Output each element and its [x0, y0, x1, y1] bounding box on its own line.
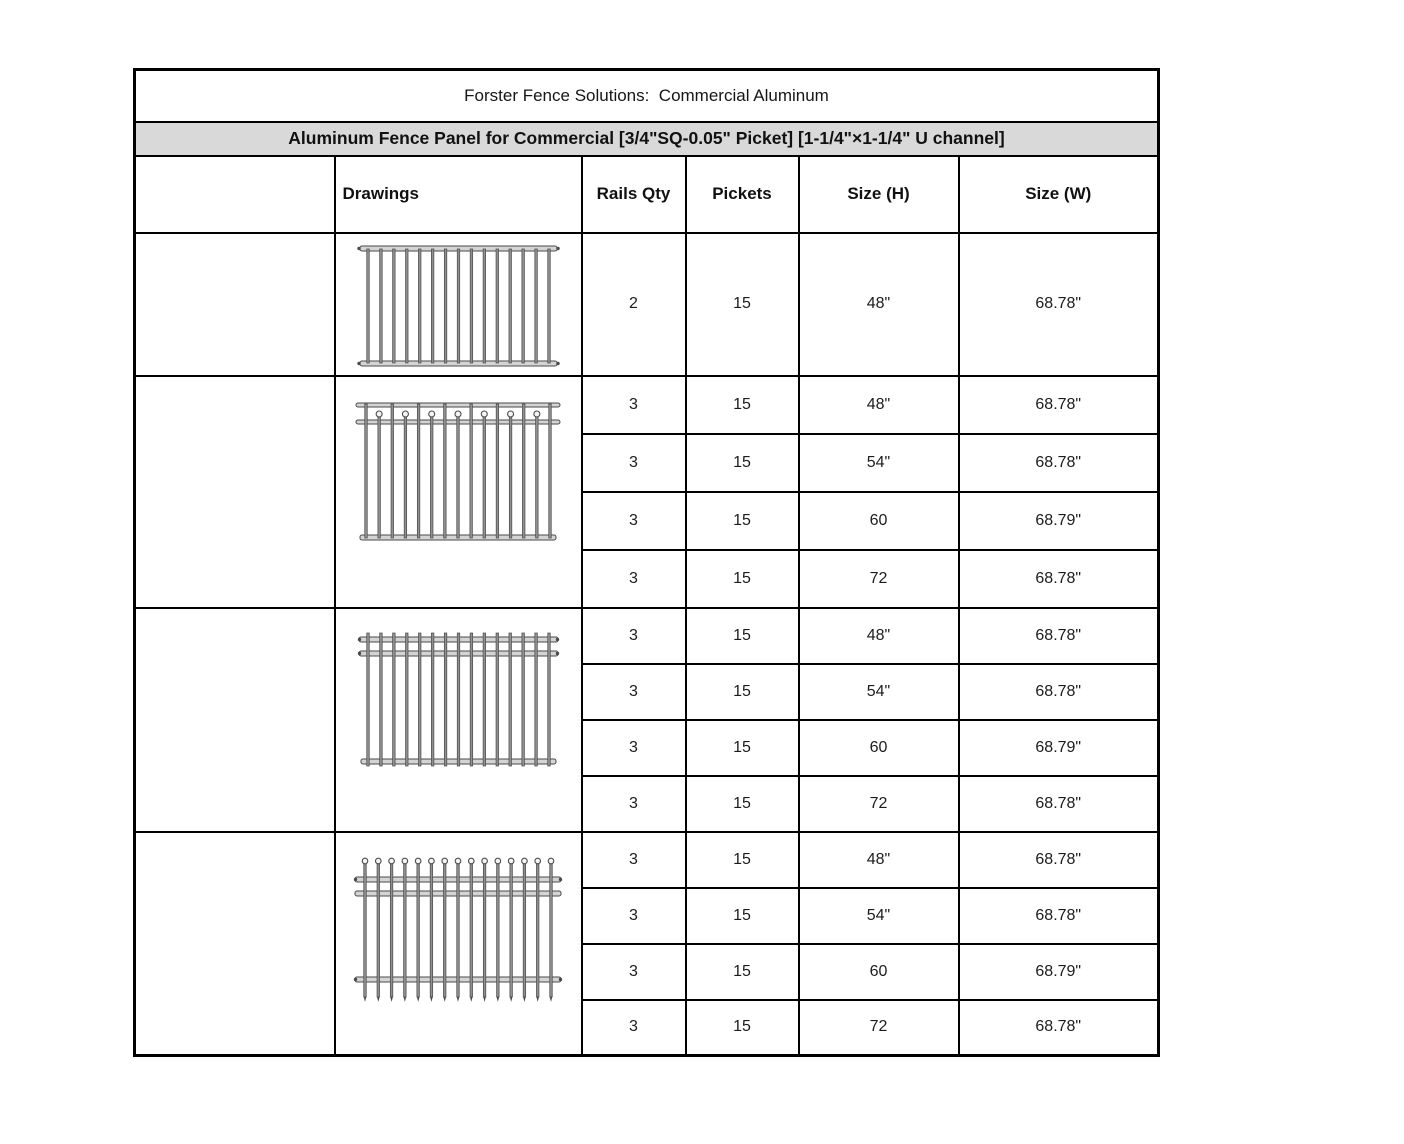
- table-row: 3 15 60 68.79": [135, 942, 1160, 1001]
- size-h-value: 48": [797, 231, 960, 377]
- header-size-h: Size (H): [797, 154, 960, 234]
- rails-qty-value: 3: [580, 374, 687, 435]
- rails-qty-value: 3: [580, 432, 687, 493]
- size-w-value: 68.78": [957, 606, 1160, 665]
- pickets-value: 15: [684, 606, 800, 665]
- rails-qty-value: 3: [580, 718, 687, 777]
- size-h-value: 60: [797, 490, 960, 551]
- size-h-value: 60: [797, 718, 960, 777]
- rails-qty-value: 3: [580, 774, 687, 833]
- size-h-value: 60: [797, 942, 960, 1001]
- size-w-value: 68.79": [957, 942, 1160, 1001]
- rails-qty-value: 3: [580, 942, 687, 1001]
- pickets-value: 15: [684, 886, 800, 945]
- size-w-value: 68.78": [957, 830, 1160, 889]
- size-h-value: 72: [797, 998, 960, 1057]
- table-row: 3 15 54" 68.78": [135, 432, 1160, 493]
- table-row: 3 15 54" 68.78": [135, 886, 1160, 945]
- pickets-value: 15: [684, 432, 800, 493]
- size-w-value: 68.78": [957, 374, 1160, 435]
- size-w-value: 68.78": [957, 662, 1160, 721]
- pickets-value: 15: [684, 998, 800, 1057]
- column-header-row: Drawings Rails Qty Pickets Size (H) Size…: [133, 154, 1160, 234]
- table-row: 3 15 72 68.78": [135, 548, 1160, 609]
- size-h-value: 72: [797, 548, 960, 609]
- size-h-value: 54": [797, 662, 960, 721]
- fence-drawing: [356, 242, 561, 370]
- header-drawings: Drawings: [333, 154, 583, 234]
- drawing-cell: [333, 606, 583, 833]
- size-h-value: 54": [797, 432, 960, 493]
- rails-qty-value: 3: [580, 490, 687, 551]
- rails-qty-value: 3: [580, 830, 687, 889]
- fence-drawing: [356, 629, 561, 771]
- table-row: 3 15 48" 68.78": [133, 374, 1160, 609]
- fence-spec-table: Forster Fence Solutions: Commercial Alum…: [133, 68, 1160, 1057]
- subtitle-row: Aluminum Fence Panel for Commercial [3/4…: [133, 120, 1160, 157]
- rails-qty-value: 3: [580, 606, 687, 665]
- size-h-value: 54": [797, 886, 960, 945]
- rails-qty-value: 3: [580, 548, 687, 609]
- fence-drawing: [353, 853, 563, 1005]
- header-blank: [133, 154, 336, 234]
- rails-qty-value: 2: [580, 231, 687, 377]
- size-w-value: 68.79": [957, 490, 1160, 551]
- blank-cell: [133, 374, 336, 609]
- size-w-value: 68.78": [957, 998, 1160, 1057]
- size-w-value: 68.78": [957, 886, 1160, 945]
- rails-qty-value: 3: [580, 886, 687, 945]
- blank-cell: [133, 231, 336, 377]
- pickets-value: 15: [684, 662, 800, 721]
- size-w-value: 68.78": [957, 548, 1160, 609]
- blank-cell: [133, 606, 336, 833]
- table-row: 3 15 72 68.78": [135, 998, 1160, 1057]
- table-row: 3 15 48" 68.78": [133, 830, 1160, 1057]
- header-pickets: Pickets: [684, 154, 800, 234]
- title-row: Forster Fence Solutions: Commercial Alum…: [133, 68, 1160, 123]
- size-w-value: 68.79": [957, 718, 1160, 777]
- fence-drawing: [353, 397, 563, 545]
- pickets-value: 15: [684, 830, 800, 889]
- rails-qty-value: 3: [580, 662, 687, 721]
- pickets-value: 15: [684, 774, 800, 833]
- header-rails-qty: Rails Qty: [580, 154, 687, 234]
- pickets-value: 15: [684, 718, 800, 777]
- size-h-value: 48": [797, 606, 960, 665]
- size-w-value: 68.78": [957, 231, 1160, 377]
- document-subtitle: Aluminum Fence Panel for Commercial [3/4…: [133, 120, 1160, 157]
- rails-qty-value: 3: [580, 998, 687, 1057]
- drawing-cell: [333, 231, 583, 377]
- pickets-value: 15: [684, 374, 800, 435]
- table-row: 3 15 60 68.79": [135, 718, 1160, 777]
- table-row: 3 15 72 68.78": [135, 774, 1160, 833]
- header-size-w: Size (W): [957, 154, 1160, 234]
- table-row: 3 15 48" 68.78": [133, 606, 1160, 833]
- size-w-value: 68.78": [957, 432, 1160, 493]
- pickets-value: 15: [684, 548, 800, 609]
- table-row: 3 15 54" 68.78": [135, 662, 1160, 721]
- drawing-cell: [333, 830, 583, 1057]
- pickets-value: 15: [684, 490, 800, 551]
- table-row: 2 15 48" 68.78": [133, 231, 1160, 377]
- size-h-value: 72: [797, 774, 960, 833]
- pickets-value: 15: [684, 942, 800, 1001]
- size-h-value: 48": [797, 830, 960, 889]
- document-title: Forster Fence Solutions: Commercial Alum…: [133, 68, 1160, 123]
- blank-cell: [133, 830, 336, 1057]
- drawing-cell: [333, 374, 583, 609]
- table-row: 3 15 60 68.79": [135, 490, 1160, 551]
- size-w-value: 68.78": [957, 774, 1160, 833]
- size-h-value: 48": [797, 374, 960, 435]
- pickets-value: 15: [684, 231, 800, 377]
